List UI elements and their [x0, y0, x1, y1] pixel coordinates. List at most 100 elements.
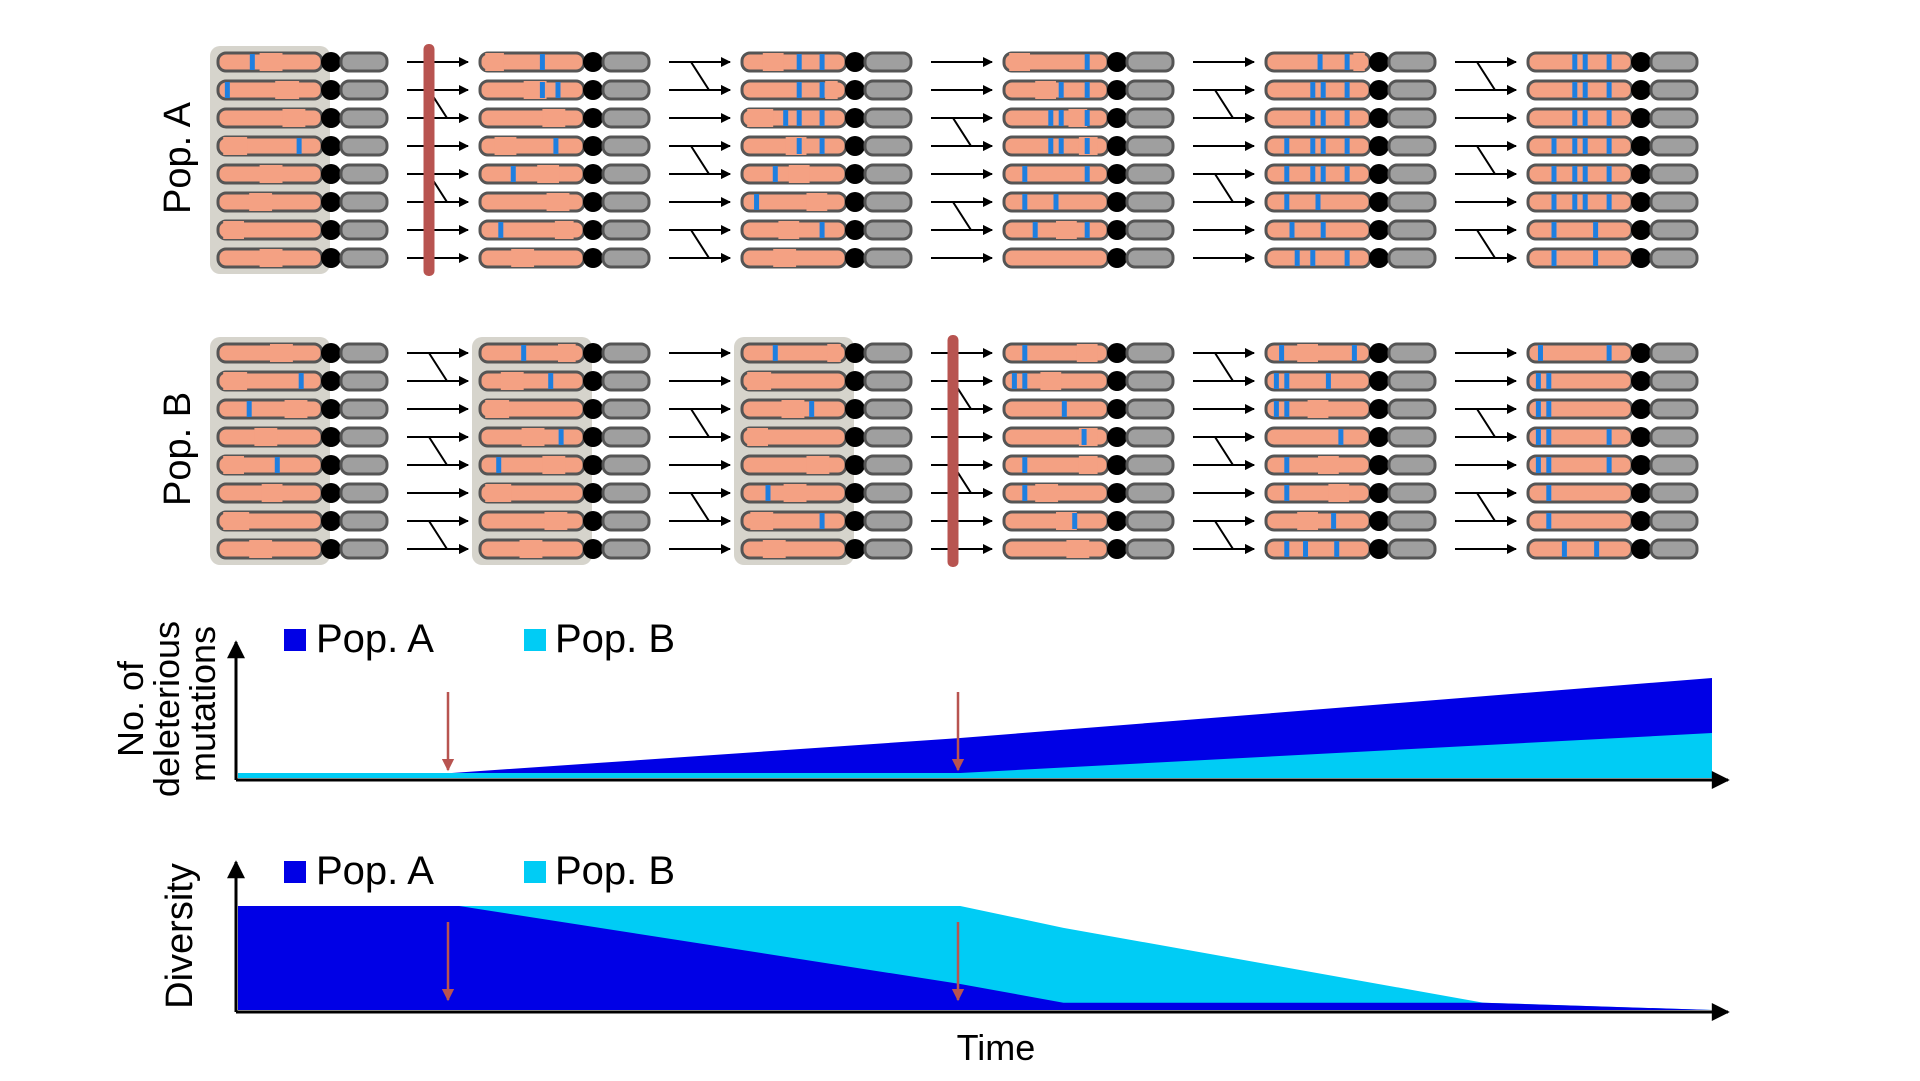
mutation-mark [1572, 166, 1578, 182]
chromosome-arm [1125, 135, 1175, 157]
population-a-panel: Pop. A [157, 44, 1699, 276]
mutation-y-label: No. of deleterious mutations [110, 611, 223, 797]
centromere [583, 192, 603, 212]
mutation-mark [1022, 373, 1028, 389]
mutation-mark [772, 345, 778, 361]
recombined-segment [750, 512, 774, 530]
centromere [1631, 511, 1651, 531]
chromosome [1526, 538, 1699, 560]
chromosome-body [1526, 538, 1634, 560]
chromosome-arm [1125, 247, 1175, 269]
centromere [583, 248, 603, 268]
chromosome [1526, 107, 1699, 129]
centromere [1369, 192, 1389, 212]
recombined-segment [1066, 540, 1090, 558]
mutation-mark [1606, 110, 1612, 126]
mutation-mark [1606, 429, 1612, 445]
mutation-mark [809, 401, 815, 417]
mutation-mark [496, 457, 502, 473]
recombined-segment [259, 53, 283, 71]
chromosome [216, 79, 389, 101]
centromere [1107, 192, 1127, 212]
mutation-mark [548, 373, 554, 389]
mutation-mark [1594, 541, 1600, 557]
mutation-mark [1546, 429, 1552, 445]
chromosome [1264, 398, 1437, 420]
chromosome-arm [1387, 398, 1437, 420]
recombined-segment [254, 428, 278, 446]
chromosome-arm [1387, 510, 1437, 532]
chromosome-arm [339, 342, 389, 364]
chromosome [1264, 510, 1437, 532]
chromosome-body [1526, 247, 1634, 269]
descent-arrow [407, 89, 469, 123]
mutation-mark [1582, 138, 1588, 154]
chromosome-arm [601, 454, 651, 476]
centromere [321, 192, 341, 212]
mutation-mark [1551, 166, 1557, 182]
recombined-segment [485, 484, 512, 502]
chromosome [478, 510, 651, 532]
chromosome-arm [1649, 538, 1699, 560]
chromosome-arm [1649, 219, 1699, 241]
chromosome-arm [339, 398, 389, 420]
mutation-mark [783, 110, 789, 126]
chromosome-body [1526, 135, 1634, 157]
chromosome-arm [601, 79, 651, 101]
descent-arrow [669, 408, 731, 442]
chromosome [1002, 426, 1175, 448]
mutation-mark [1072, 513, 1078, 529]
chromosome-body [1526, 482, 1634, 504]
mutation-mark [1310, 138, 1316, 154]
chromosome-body [1526, 79, 1634, 101]
chromosome-body [1526, 426, 1634, 448]
chromosome [740, 370, 913, 392]
chromosome [1526, 219, 1699, 241]
chromosome-arm [339, 538, 389, 560]
pre-bottleneck-shade [210, 46, 330, 274]
chromosome-arm [1649, 482, 1699, 504]
recombined-segment [500, 372, 524, 390]
descent-arrow [1455, 492, 1517, 526]
recombined-segment [259, 165, 283, 183]
mutation-mark [298, 373, 304, 389]
chromosome-arm [339, 426, 389, 448]
mutation-mark [1022, 457, 1028, 473]
mutation-mark [1572, 54, 1578, 70]
chromosome-arm [1125, 538, 1175, 560]
mutation-mark [1535, 429, 1541, 445]
mutation-mark [1582, 82, 1588, 98]
chromosome [1526, 370, 1699, 392]
centromere [845, 539, 865, 559]
centromere [583, 483, 603, 503]
chromosome-body [1526, 342, 1634, 364]
chromosome-arm [1125, 163, 1175, 185]
mutation-mark [539, 82, 545, 98]
centromere [583, 52, 603, 72]
chromosome-arm [1125, 342, 1175, 364]
chromosome [478, 247, 651, 269]
chromosome-body [1526, 370, 1634, 392]
mutation-mark [1273, 373, 1279, 389]
mutation-mark [1320, 82, 1326, 98]
pop-b-label: Pop. B [157, 392, 199, 506]
mutation-mark [1582, 110, 1588, 126]
mutation-mark [1058, 110, 1064, 126]
chromosome [1002, 342, 1175, 364]
chromosome-arm [863, 247, 913, 269]
chromosome [216, 107, 389, 129]
centromere [845, 399, 865, 419]
recombined-segment [827, 344, 841, 362]
centromere [1369, 248, 1389, 268]
mutation-mark [1320, 222, 1326, 238]
chromosome [478, 135, 651, 157]
chromosome [216, 247, 389, 269]
chromosome-arm [1649, 247, 1699, 269]
centromere [1107, 427, 1127, 447]
chromosome-body [1264, 247, 1372, 269]
chromosome-arm [1649, 135, 1699, 157]
chromosome-arm [1649, 79, 1699, 101]
chromosome-arm [339, 163, 389, 185]
chromosome-arm [863, 398, 913, 420]
chromosome-arm [1649, 398, 1699, 420]
